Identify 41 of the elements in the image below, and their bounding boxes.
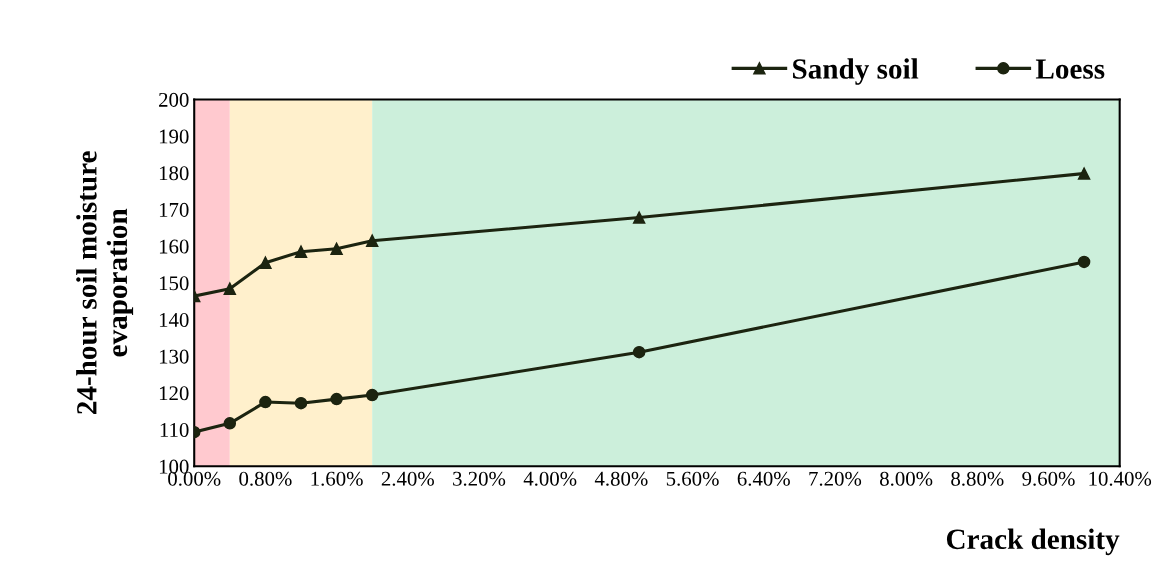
x-tick-label: 4.00% xyxy=(523,471,577,486)
y-tick-label: 130 xyxy=(159,349,189,364)
point xyxy=(632,211,646,224)
y-tick-label: 190 xyxy=(159,129,189,144)
point xyxy=(1077,167,1091,180)
point xyxy=(632,345,646,359)
x-tick-label: 5.60% xyxy=(666,471,719,486)
y-tick-label: 140 xyxy=(159,312,189,327)
x-tick-label: 0.80% xyxy=(239,471,292,486)
point xyxy=(223,282,237,295)
point xyxy=(330,392,343,406)
point xyxy=(294,396,308,410)
legend-label: Loess xyxy=(1035,59,1105,79)
y-tick-label: 150 xyxy=(159,276,189,291)
y-tick-label: 160 xyxy=(159,239,189,254)
point xyxy=(330,242,343,255)
x-tick-label: 6.40% xyxy=(737,471,790,486)
y-axis-title: 24-hour soil moisture evaporation xyxy=(76,151,134,414)
x-tick-label: 9.60% xyxy=(1022,471,1075,486)
x-tick-label: 10.40% xyxy=(1089,471,1152,486)
point xyxy=(294,245,308,258)
y-tick-label: 170 xyxy=(159,202,189,217)
x-tick-label: 8.80% xyxy=(951,471,1004,486)
x-tick-label: 2.40% xyxy=(381,471,434,486)
point xyxy=(365,234,379,247)
y-tick-label: 180 xyxy=(159,166,189,181)
x-tick-label: 7.20% xyxy=(809,471,862,486)
x-tick-label: 4.80% xyxy=(594,471,648,486)
point xyxy=(223,417,237,430)
x-tick-label: 3.20% xyxy=(453,471,506,486)
point xyxy=(1077,255,1091,269)
point xyxy=(365,388,379,402)
x-axis-title: Crack density xyxy=(946,528,1120,556)
y-tick-label: 110 xyxy=(160,422,189,437)
x-tick-label: 8.00% xyxy=(880,471,933,486)
point xyxy=(259,395,272,409)
legend-label: Sandy soil xyxy=(793,58,919,85)
point xyxy=(259,256,272,269)
y-tick-label: 200 xyxy=(159,92,189,107)
y-tick-label: 120 xyxy=(159,386,189,401)
x-tick-label: 1.60% xyxy=(311,471,363,486)
